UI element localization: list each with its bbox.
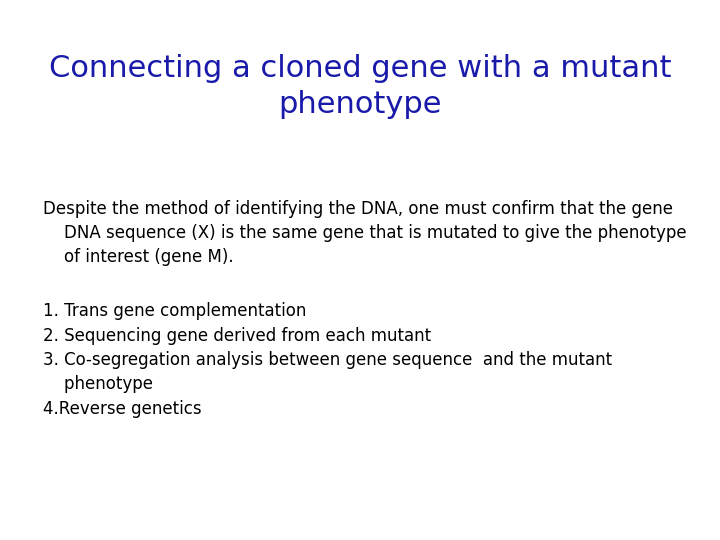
Text: Despite the method of identifying the DNA, one must confirm that the gene
    DN: Despite the method of identifying the DN… <box>43 200 687 266</box>
Text: Connecting a cloned gene with a mutant
phenotype: Connecting a cloned gene with a mutant p… <box>49 54 671 119</box>
Text: 1. Trans gene complementation
2. Sequencing gene derived from each mutant
3. Co-: 1. Trans gene complementation 2. Sequenc… <box>43 302 612 417</box>
